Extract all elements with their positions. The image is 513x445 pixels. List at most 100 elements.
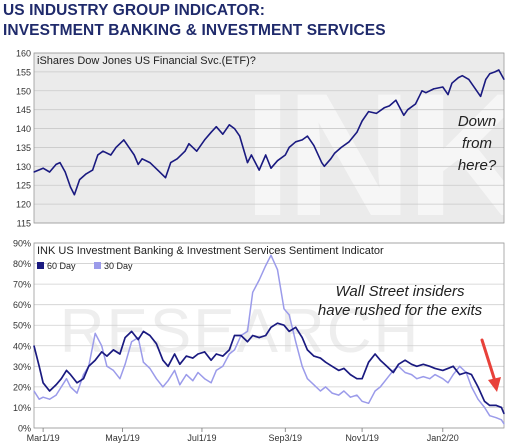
sentiment-30-day-point [233, 349, 236, 351]
sentiment-30-day-point [60, 386, 62, 388]
top-plot-border [33, 52, 505, 224]
x-tick-label: Nov1/19 [345, 433, 379, 443]
sentiment-60-day-point [283, 324, 285, 326]
sentiment-30-day-point [131, 341, 133, 343]
etf-price-point [480, 95, 482, 97]
etf-price-point [233, 128, 236, 130]
sentiment-30-day-point [306, 378, 308, 380]
sentiment-30-day-point [246, 330, 249, 332]
etf-price-point [340, 146, 342, 148]
sentiment-30-day-point [313, 384, 315, 386]
sentiment-60-day-point [60, 378, 62, 380]
etf-price-point [239, 135, 241, 137]
legend-swatch-60-day [37, 262, 44, 269]
sentiment-30-day-point [82, 374, 85, 376]
x-tick-label: Mar1/19 [27, 433, 60, 443]
etf-price-point [176, 158, 178, 160]
etf-price-point [361, 120, 363, 122]
sentiment-60-day-point [192, 357, 194, 359]
sentiment-30-day-point [429, 378, 431, 380]
x-tick-label: Sep3/19 [269, 433, 303, 443]
sentiment-60-day-point [233, 334, 236, 337]
annotation-arrow-shaft [480, 338, 496, 380]
sentiment-60-day-point [215, 353, 217, 355]
sentiment-60-day-point [386, 365, 388, 367]
sentiment-60-day-line [33, 322, 505, 414]
x-tick-label: May1/19 [105, 433, 140, 443]
sentiment-30-day-point [174, 369, 176, 371]
etf-price-point [457, 77, 459, 79]
sentiment-60-day-point [483, 400, 486, 402]
sentiment-30-day-point [94, 332, 96, 334]
etf-price-point [49, 171, 51, 173]
etf-price-point [188, 143, 190, 145]
sentiment-60-day-point [82, 378, 85, 380]
sentiment-60-day-point [422, 363, 424, 365]
sentiment-30-day-point [288, 314, 290, 316]
sentiment-30-day-point [422, 376, 424, 378]
sentiment-30-day-point [319, 390, 321, 392]
etf-price-point [115, 146, 117, 148]
etf-price-point [250, 154, 252, 156]
sentiment-60-day-point [368, 361, 370, 363]
chart-title-line2: INVESTMENT BANKING & INVESTMENT SERVICES [3, 22, 386, 39]
sentiment-30-day-point [33, 390, 35, 392]
sentiment-30-day-point [361, 400, 363, 402]
sentiment-30-day-point [42, 396, 44, 398]
etf-price-point [442, 86, 444, 88]
etf-price-point [348, 141, 350, 143]
etf-price-point [133, 154, 135, 156]
etf-price-point [474, 88, 476, 90]
top-y-tick-label: 155 [16, 67, 31, 77]
etf-price-point [222, 133, 224, 135]
sentiment-60-day-point [503, 413, 505, 415]
bottom-y-tick-label: 0% [18, 424, 31, 434]
sentiment-30-day-point [477, 398, 479, 400]
sentiment-60-day-point [459, 374, 461, 376]
sentiment-30-day-point [503, 423, 505, 425]
etf-price-point [196, 150, 198, 152]
sentiment-60-day-point [295, 326, 297, 328]
etf-price-point [425, 92, 427, 94]
sentiment-30-day-point [356, 394, 358, 396]
bottom-y-tick-label: 10% [13, 403, 31, 413]
sentiment-30-day-point [49, 398, 51, 400]
bottom-y-tick-label: 30% [13, 362, 31, 372]
sentiment-60-day-point [392, 371, 394, 374]
chart-title-line1: US INDUSTRY GROUP INDICATOR: [3, 2, 266, 19]
etf-price-point [204, 139, 206, 141]
sentiment-30-day-point [112, 369, 114, 371]
sentiment-60-day-point [434, 367, 436, 369]
sentiment-60-day-point [88, 365, 90, 367]
sentiment-30-day-point [197, 371, 199, 374]
sentiment-60-day-point [162, 359, 164, 361]
sentiment-30-day-point [459, 365, 461, 367]
sentiment-60-day-point [404, 359, 406, 361]
etf-price-point [485, 78, 487, 80]
top-chart-title: iShares Dow Jones US Financial Svc.(ETF)… [37, 55, 256, 67]
sentiment-60-day-point [49, 390, 51, 392]
sentiment-60-day-point [142, 330, 144, 332]
sentiment-30-day-point [210, 382, 212, 384]
etf-price-point [85, 173, 87, 175]
top-plot-background [34, 53, 504, 223]
etf-price-point [503, 78, 505, 80]
sentiment-30-day-point [379, 386, 381, 388]
sentiment-60-day-point [240, 334, 242, 337]
etf-price-point [59, 162, 61, 164]
etf-price-point [433, 88, 435, 90]
sentiment-60-day-point [325, 361, 327, 363]
top-y-tick-label: 125 [16, 181, 31, 191]
sentiment-30-day-point [500, 419, 502, 421]
etf-price-point [33, 171, 35, 173]
sentiment-30-day-point [55, 394, 57, 396]
sentiment-60-day-point [349, 374, 351, 376]
bottom-y-tick-label: 70% [13, 280, 31, 290]
etf-price-point [92, 169, 94, 171]
etf-price-point [170, 162, 172, 164]
sentiment-30-day-point [228, 353, 230, 355]
annotation-arrow-head [488, 377, 501, 392]
sentiment-60-day-point [356, 378, 358, 380]
etf-price-point [447, 94, 449, 96]
annotation-down-from-here: Down [458, 113, 496, 130]
